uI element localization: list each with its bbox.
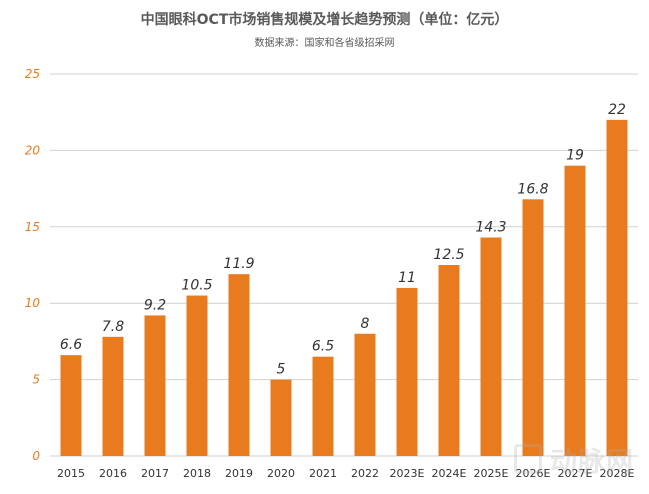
watermark: 动脉网 [514, 440, 644, 484]
x-tick-label: 2022 [351, 467, 379, 480]
data-label: 19 [566, 148, 584, 164]
y-tick-label: 0 [32, 449, 40, 463]
logo-icon [514, 444, 542, 474]
chart-title: 中国眼科OCT市场销售规模及增长趋势预测（单位：亿元） [140, 12, 509, 28]
y-tick-label: 15 [25, 220, 40, 234]
data-label: 11.9 [223, 256, 254, 272]
x-tick-label: 2016 [99, 467, 127, 480]
x-tick-label: 2028E [600, 467, 635, 480]
data-label: 8 [361, 316, 370, 332]
x-tick-label: 2019 [225, 467, 253, 480]
y-tick-label: 5 [32, 373, 40, 387]
x-tick-label: 2020 [267, 467, 295, 480]
data-label: 10.5 [181, 278, 212, 294]
x-tick-label: 2021 [309, 467, 337, 480]
bar [522, 199, 544, 456]
bar [144, 315, 166, 456]
data-label: 22 [608, 102, 626, 118]
y-tick-label: 20 [25, 143, 41, 157]
data-label: 6.6 [60, 337, 82, 353]
data-label: 11 [398, 270, 416, 286]
x-tick-label: 2024E [432, 467, 467, 480]
bar [354, 333, 376, 456]
y-tick-label: 10 [25, 296, 41, 310]
watermark-text: 动脉网 [550, 447, 634, 478]
data-label: 6.5 [312, 339, 334, 355]
bar [564, 165, 586, 456]
x-tick-label: 2023E [390, 467, 425, 480]
bar [60, 355, 82, 456]
x-tick-label: 2027E [558, 467, 593, 480]
data-label: 5 [277, 362, 286, 378]
data-label: 9.2 [144, 297, 166, 313]
data-label: 7.8 [102, 319, 124, 335]
data-label: 12.5 [433, 247, 464, 263]
bar [186, 295, 208, 456]
bar [396, 287, 418, 456]
bar [606, 119, 628, 456]
data-label: 14.3 [475, 219, 506, 235]
bar [312, 356, 334, 456]
y-tick-label: 25 [25, 67, 40, 81]
x-tick-label: 2015 [57, 467, 85, 480]
chart-subtitle: 数据来源：国家和各省级招采网 [254, 38, 395, 49]
x-tick-label: 2025E [474, 467, 509, 480]
bar [480, 237, 502, 456]
bar [270, 379, 292, 456]
bar [102, 336, 124, 456]
data-label: 16.8 [517, 181, 548, 197]
bar [438, 265, 460, 456]
x-tick-label: 2018 [183, 467, 211, 480]
x-tick-label: 2017 [141, 467, 169, 480]
bar [228, 274, 250, 456]
